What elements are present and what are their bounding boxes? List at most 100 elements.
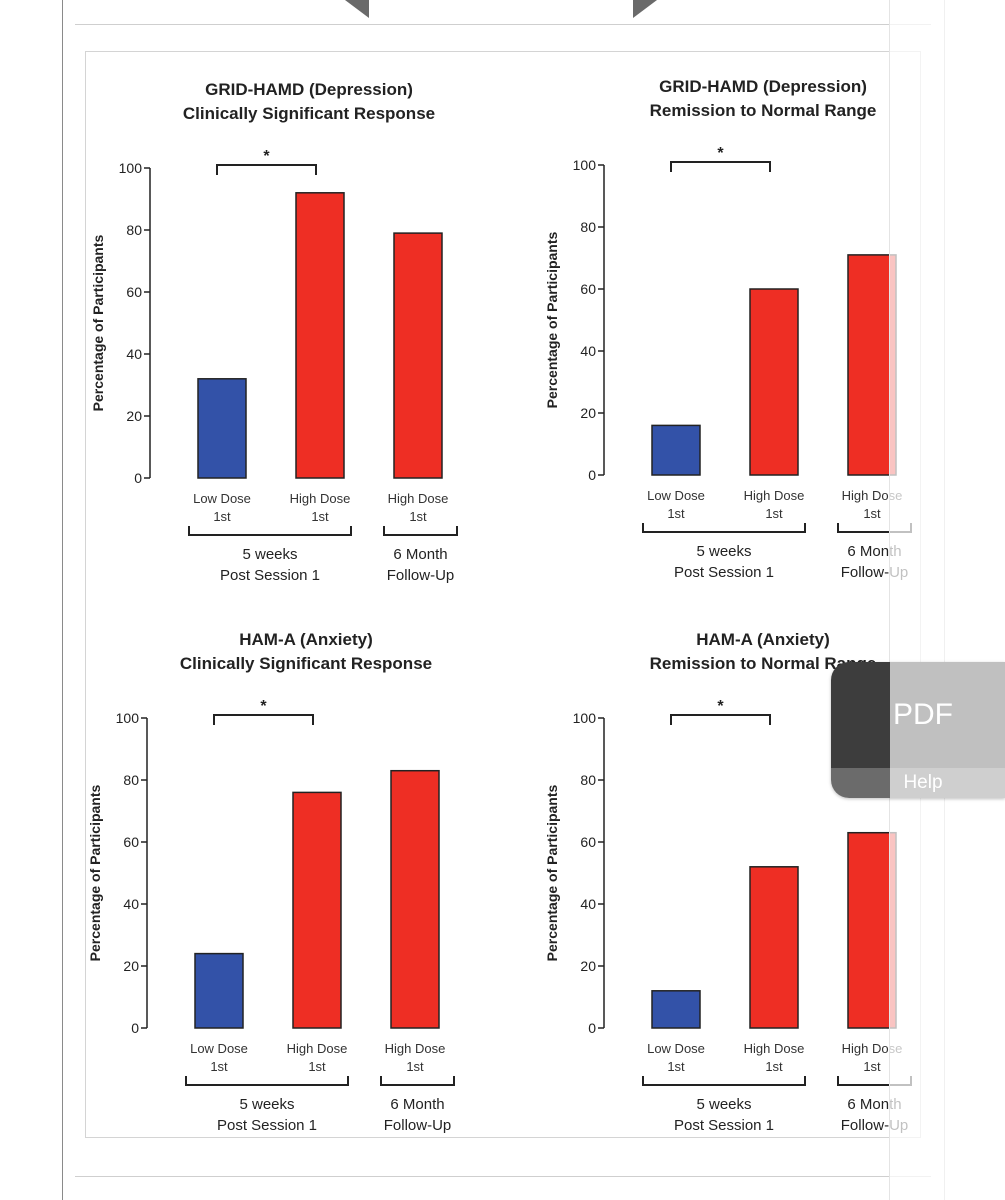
x-tick-label: 1st <box>213 509 231 524</box>
group-bracket <box>642 523 806 533</box>
x-tick-label: 1st <box>406 1059 424 1074</box>
significance-marker: * <box>717 698 724 715</box>
y-tick-label: 0 <box>134 470 142 486</box>
x-tick-label: High Dose <box>744 488 805 503</box>
significance-marker: * <box>717 145 724 162</box>
significance-bracket <box>670 161 771 172</box>
y-tick-label: 0 <box>588 1020 596 1036</box>
y-tick-label: 60 <box>580 281 596 297</box>
group-label: Follow-Up <box>384 1117 452 1134</box>
group-label: 6 Month <box>390 1096 444 1113</box>
help-label[interactable]: Help <box>903 772 943 793</box>
chart-subtitle: Clinically Significant Response <box>183 104 435 123</box>
x-tick-label: 1st <box>667 506 685 521</box>
x-tick-label: 1st <box>409 509 427 524</box>
next-arrow-icon[interactable] <box>633 0 657 18</box>
x-tick-label: 1st <box>863 506 881 521</box>
x-tick-label: Low Dose <box>647 1041 705 1056</box>
y-tick-label: 100 <box>573 157 597 173</box>
group-label: Post Session 1 <box>674 1117 774 1134</box>
x-tick-label: High Dose <box>744 1041 805 1056</box>
chart-subtitle: Remission to Normal Range <box>650 101 877 120</box>
x-tick-label: Low Dose <box>647 488 705 503</box>
group-label: 6 Month <box>847 543 901 560</box>
y-tick-label: 0 <box>131 1020 139 1036</box>
y-tick-label: 60 <box>580 834 596 850</box>
widget-overlay <box>890 662 1005 798</box>
previous-arrow-icon[interactable] <box>345 0 369 18</box>
group-label: 6 Month <box>393 546 447 563</box>
x-tick-label: High Dose <box>385 1041 446 1056</box>
significance-marker: * <box>263 148 270 165</box>
y-tick-label: 20 <box>123 958 139 974</box>
x-tick-label: 1st <box>308 1059 326 1074</box>
significance-bracket <box>670 714 771 725</box>
x-tick-label: High Dose <box>388 491 449 506</box>
group-label: Post Session 1 <box>674 564 774 581</box>
group-label: 6 Month <box>847 1096 901 1113</box>
x-tick-label: 1st <box>765 1059 783 1074</box>
y-tick-label: 40 <box>580 896 596 912</box>
y-tick-label: 40 <box>126 346 142 362</box>
x-tick-label: 1st <box>311 509 329 524</box>
group-label: Follow-Up <box>387 567 455 584</box>
significance-bracket <box>213 714 314 725</box>
x-tick-label: High Dose <box>290 491 351 506</box>
y-axis-label: Percentage of Participants <box>90 234 106 411</box>
pdf-help-widget[interactable]: PDF Help <box>831 662 1005 798</box>
y-axis-label: Percentage of Participants <box>544 231 560 408</box>
bar <box>390 769 440 1029</box>
x-tick-label: 1st <box>667 1059 685 1074</box>
bar <box>651 990 701 1029</box>
right-overlay <box>890 0 1005 1200</box>
y-tick-label: 100 <box>119 160 143 176</box>
y-tick-label: 80 <box>580 772 596 788</box>
y-tick-label: 20 <box>126 408 142 424</box>
bar <box>749 866 799 1029</box>
group-bracket <box>642 1076 806 1086</box>
chart-title: GRID-HAMD (Depression) <box>659 77 867 96</box>
group-label: 5 weeks <box>239 1096 294 1113</box>
group-label: 5 weeks <box>242 546 297 563</box>
bar <box>194 952 244 1029</box>
chart-subtitle: Clinically Significant Response <box>180 654 432 673</box>
group-label: 5 weeks <box>696 1096 751 1113</box>
bar <box>197 378 247 479</box>
y-tick-label: 80 <box>580 219 596 235</box>
group-bracket <box>380 1076 455 1086</box>
bottom-divider <box>75 1176 931 1177</box>
x-tick-label: High Dose <box>287 1041 348 1056</box>
y-tick-label: 80 <box>126 222 142 238</box>
y-tick-label: 100 <box>116 710 140 726</box>
pdf-label[interactable]: PDF <box>893 698 953 731</box>
bar <box>292 791 342 1029</box>
y-axis-label: Percentage of Participants <box>544 784 560 961</box>
y-tick-label: 20 <box>580 958 596 974</box>
chart-subtitle: Remission to Normal Range <box>650 654 877 673</box>
chart-title: HAM-A (Anxiety) <box>239 630 372 649</box>
y-tick-label: 0 <box>588 467 596 483</box>
y-tick-label: 80 <box>123 772 139 788</box>
bar <box>749 288 799 476</box>
bar <box>295 192 345 479</box>
group-bracket <box>185 1076 349 1086</box>
y-axis-label: Percentage of Participants <box>87 784 103 961</box>
group-bracket <box>383 526 458 536</box>
chart-title: HAM-A (Anxiety) <box>696 630 829 649</box>
y-tick-label: 20 <box>580 405 596 421</box>
significance-marker: * <box>260 698 267 715</box>
significance-bracket <box>216 164 317 175</box>
top-divider <box>75 24 931 25</box>
bar <box>651 424 701 476</box>
x-tick-label: 1st <box>765 506 783 521</box>
group-label: 5 weeks <box>696 543 751 560</box>
y-tick-label: 40 <box>580 343 596 359</box>
x-tick-label: High Dose <box>842 488 903 503</box>
x-tick-label: Low Dose <box>190 1041 248 1056</box>
x-tick-label: Low Dose <box>193 491 251 506</box>
chart-title: GRID-HAMD (Depression) <box>205 80 413 99</box>
y-tick-label: 60 <box>123 834 139 850</box>
x-tick-label: 1st <box>210 1059 228 1074</box>
x-tick-label: 1st <box>863 1059 881 1074</box>
